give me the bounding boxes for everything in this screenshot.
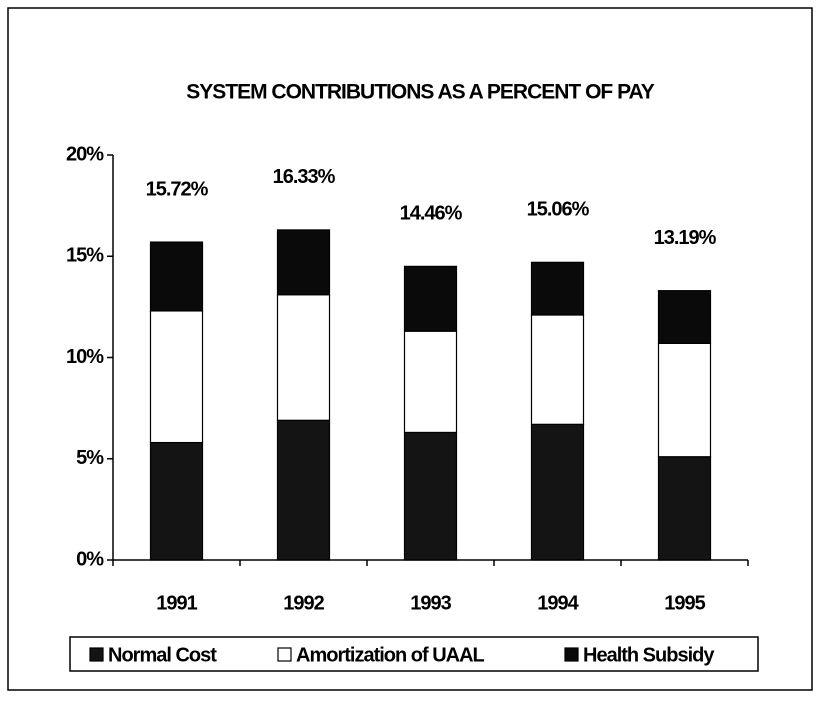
bar-segment <box>276 419 331 561</box>
chart-title: SYSTEM CONTRIBUTIONS AS A PERCENT OF PAY <box>186 81 655 104</box>
legend-label: Health Subsidy <box>583 644 715 666</box>
legend-swatch <box>89 647 104 662</box>
x-tick-label: 1993 <box>410 592 451 614</box>
bar-segment <box>530 261 585 316</box>
bar-segment <box>149 241 204 312</box>
bar-segment <box>276 294 331 421</box>
bar-segment <box>530 314 585 425</box>
bar-segment <box>403 431 458 561</box>
total-label: 14.46% <box>400 203 463 225</box>
bar-segment <box>149 441 204 561</box>
y-tick-label: 0% <box>76 548 104 570</box>
x-tick-label: 1994 <box>537 592 579 614</box>
legend-label: Amortization of UAAL <box>296 644 485 666</box>
total-label: 15.72% <box>146 178 209 200</box>
total-label: 16.33% <box>273 166 336 188</box>
y-tick-label: 15% <box>66 245 104 267</box>
x-tick-label: 1992 <box>283 592 324 614</box>
bar-segment <box>276 229 331 296</box>
legend-swatch <box>277 647 292 662</box>
bar-segment <box>403 330 458 434</box>
legend-box <box>69 636 759 672</box>
x-tick-label: 1995 <box>664 592 705 614</box>
y-tick-label: 10% <box>66 346 104 368</box>
total-label: 15.06% <box>527 199 590 221</box>
bar-segment <box>403 265 458 332</box>
bar-segment <box>530 423 585 561</box>
legend-label: Normal Cost <box>108 644 217 666</box>
bar-segment <box>149 310 204 444</box>
y-tick-label: 5% <box>76 447 104 469</box>
y-tick-label: 20% <box>66 143 104 165</box>
legend-swatch <box>564 647 579 662</box>
bar-segment <box>657 456 712 561</box>
x-tick-label: 1991 <box>156 592 197 614</box>
total-label: 13.19% <box>654 227 717 249</box>
bar-segment <box>657 342 712 458</box>
bar-segment <box>657 290 712 344</box>
